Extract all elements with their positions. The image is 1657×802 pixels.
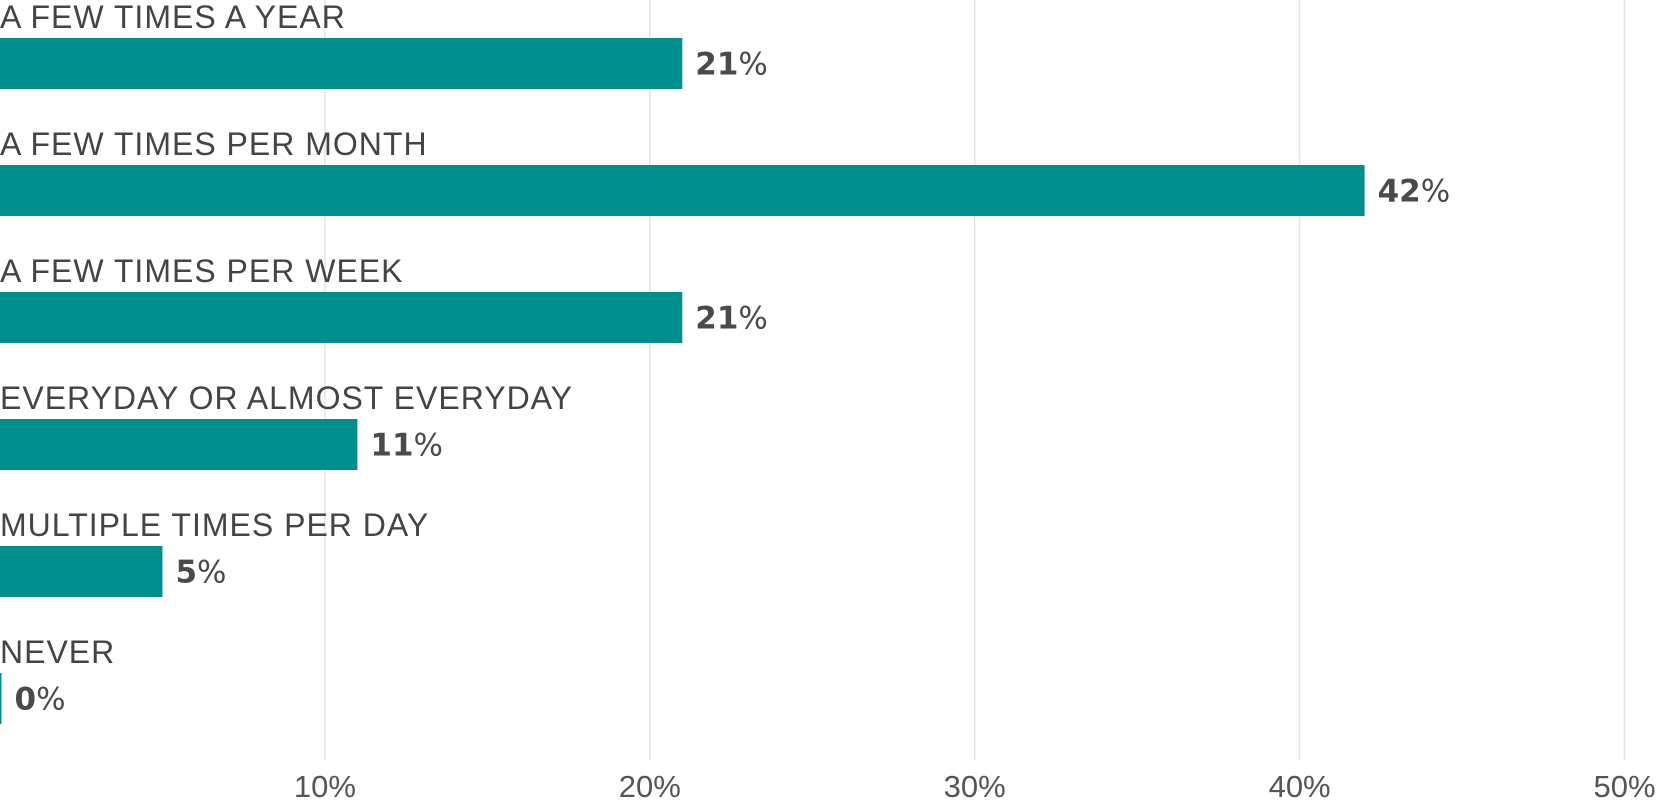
value-label: 5%	[175, 555, 226, 591]
category-label: NEVER	[0, 634, 115, 670]
bar-row: MULTIPLE TIMES PER DAY 5%	[0, 507, 429, 597]
grid-lines	[324, 0, 1626, 760]
category-label: EVERYDAY OR ALMOST EVERYDAY	[0, 380, 573, 416]
bar-row: A FEW TIMES PER MONTH 42%	[0, 126, 1450, 216]
bar	[0, 165, 1365, 216]
value-label: 21%	[695, 47, 768, 83]
x-tick-label: 10%	[294, 769, 356, 802]
bar	[0, 292, 683, 343]
bar-row: EVERYDAY OR ALMOST EVERYDAY 11%	[0, 380, 573, 470]
value-label: 42%	[1378, 174, 1451, 210]
bar	[0, 546, 163, 597]
value-number: 21	[695, 301, 738, 337]
value-number: 21	[695, 47, 738, 83]
bar	[0, 38, 683, 89]
bar-row: NEVER 0%	[0, 634, 115, 724]
value-suffix: %	[738, 301, 767, 337]
x-axis-ticks: 10% 20% 30% 40% 50%	[294, 769, 1656, 802]
x-tick-label: 50%	[1593, 769, 1655, 802]
value-suffix: %	[197, 555, 226, 591]
x-tick-label: 30%	[944, 769, 1006, 802]
x-tick-label: 20%	[619, 769, 681, 802]
value-number: 11	[370, 428, 413, 464]
category-label: MULTIPLE TIMES PER DAY	[0, 507, 429, 543]
category-label: A FEW TIMES PER MONTH	[0, 126, 428, 162]
value-suffix: %	[414, 428, 443, 464]
value-number: 5	[175, 555, 197, 591]
bar	[0, 419, 358, 470]
value-label: 21%	[695, 301, 768, 337]
category-label: A FEW TIMES A YEAR	[0, 0, 346, 35]
category-label: A FEW TIMES PER WEEK	[0, 253, 403, 289]
value-suffix: %	[738, 47, 767, 83]
value-label: 11%	[370, 428, 443, 464]
value-suffix: %	[1421, 174, 1450, 210]
bar	[0, 673, 2, 724]
value-number: 42	[1378, 174, 1421, 210]
x-tick-label: 40%	[1269, 769, 1331, 802]
value-label: 0%	[15, 682, 66, 718]
value-suffix: %	[36, 682, 65, 718]
bar-row: A FEW TIMES PER WEEK 21%	[0, 253, 768, 343]
value-number: 0	[15, 682, 37, 718]
bar-row: A FEW TIMES A YEAR 21%	[0, 0, 768, 89]
